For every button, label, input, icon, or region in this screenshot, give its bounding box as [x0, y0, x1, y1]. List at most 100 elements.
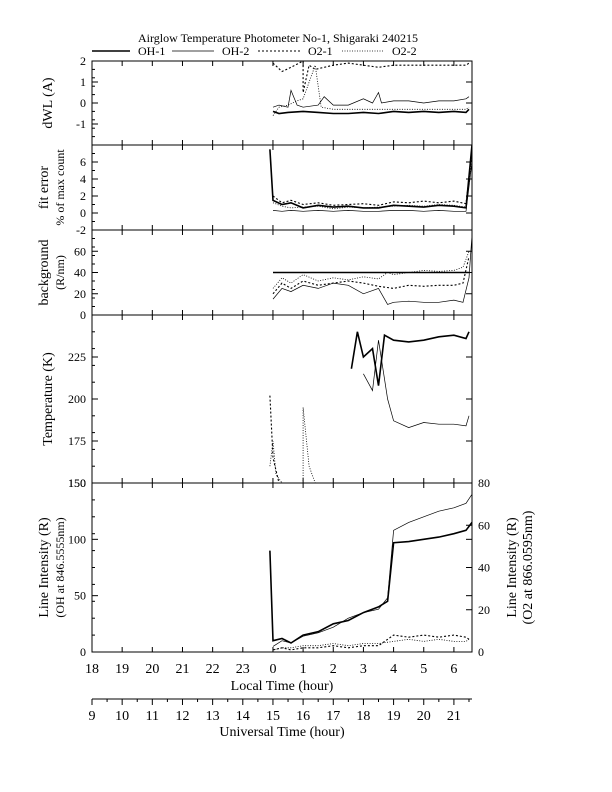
y-tick-label: 50: [74, 589, 86, 603]
series-line-oh-2: [272, 235, 472, 305]
x-tick-label: 1: [300, 662, 307, 677]
legend-label-oh-1: OH-1: [138, 44, 165, 58]
x-tick-label: 3: [360, 662, 367, 677]
series-line-o2-1: [269, 395, 334, 483]
y-axis-label: Line Intensity (R): [37, 517, 52, 618]
legend: OH-1 OH-2 O2-1 O2-2: [92, 44, 417, 58]
ut-tick-label: 11: [146, 709, 159, 724]
series-group: [269, 331, 470, 483]
ut-tick-label: 14: [236, 709, 250, 724]
ut-tick-label: 15: [266, 709, 280, 724]
series-line-oh-2: [363, 340, 470, 428]
y-axis-label: fit error: [37, 166, 52, 209]
y2-tick-label: 0: [478, 645, 484, 659]
ut-tick-label: 19: [387, 709, 401, 724]
y-tick-label: 20: [74, 287, 86, 301]
y2-axis-label: Line Intensity (R): [505, 517, 520, 618]
series-line-o2-2: [272, 65, 470, 116]
series-line-oh-2: [272, 161, 472, 212]
x-tick-label: 23: [236, 662, 250, 677]
y-tick-label: 175: [68, 434, 86, 448]
y-axis-label: dWL (A): [41, 77, 56, 129]
ut-tick-label: 16: [296, 709, 310, 724]
y-axis-label: (R/nm): [53, 255, 67, 290]
y-tick-label: 2: [80, 189, 86, 203]
universal-time-axis-label: Universal Time (hour): [219, 725, 345, 740]
y-tick-label: 0: [80, 96, 86, 110]
y-axis-label: Temperature (K): [41, 352, 56, 446]
series-line-oh-2: [272, 494, 472, 647]
ut-tick-label: 17: [326, 709, 340, 724]
ut-tick-label: 9: [89, 709, 96, 724]
series-line-oh-1: [350, 331, 470, 386]
panel-frame: [91, 314, 473, 484]
y2-tick-label: 40: [478, 561, 490, 575]
x-tick-label: 5: [420, 662, 427, 677]
y-tick-label: 4: [80, 172, 86, 186]
x-tick-label: 21: [175, 662, 189, 677]
legend-label-o2-1: O2-1: [308, 44, 333, 58]
panel-frame: [91, 482, 473, 653]
panel-fit-error: -2 0 2 4 6 fit error% of max count: [37, 144, 473, 237]
ut-tick-label: 12: [175, 709, 189, 724]
series-group: [272, 235, 472, 305]
x-tick-label: 0: [269, 662, 276, 677]
y-tick-label: 40: [74, 266, 86, 280]
y-axis-label: (OH at 846.5555nm): [53, 517, 67, 617]
panel-background: 0 20 40 60 background (R/nm): [37, 229, 473, 322]
y-tick-label: -2: [76, 223, 86, 237]
y2-tick-label: 20: [478, 603, 490, 617]
series-line-oh-1: [269, 521, 472, 644]
series-line-o2-1: [272, 634, 470, 651]
ut-tick-label: 13: [206, 709, 220, 724]
y-tick-label: 225: [68, 350, 86, 364]
chart-title: Airglow Temperature Photometer No-1, Shi…: [138, 31, 418, 45]
panel-temperature: 150 175 200 225 Temperature (K): [41, 314, 473, 490]
ut-tick-label: 10: [115, 709, 129, 724]
panel-frame: [91, 144, 473, 231]
x-tick-label: 2: [330, 662, 337, 677]
y-tick-label: 2: [80, 54, 86, 68]
ut-tick-label: 21: [447, 709, 461, 724]
y-tick-label: 1: [80, 75, 86, 89]
local-time-axis: 18 19 20 21 22 23 0 1 2 3 4 5 6: [85, 662, 457, 677]
y-tick-label: 0: [80, 645, 86, 659]
series-line-oh-2: [272, 89, 470, 108]
y2-tick-label: 80: [478, 476, 490, 490]
series-line-o2-2: [269, 407, 316, 483]
panel-dwl: -1 0 1 2 dWL (A): [41, 54, 473, 146]
y-tick-label: -1: [76, 117, 86, 131]
y-tick-label: 0: [80, 206, 86, 220]
x-tick-label: 20: [145, 662, 159, 677]
y-axis-label: background: [37, 239, 52, 305]
series-line-o2-1: [272, 153, 472, 206]
y2-tick-label: 60: [478, 518, 490, 532]
series-line-o2-1: [272, 61, 470, 93]
x-tick-label: 22: [206, 662, 220, 677]
y-axis-label: % of max count: [53, 149, 67, 226]
x-tick-label: 19: [115, 662, 129, 677]
ut-tick-label: 20: [417, 709, 431, 724]
series-line-o2-2: [272, 251, 470, 289]
series-group: [269, 145, 472, 212]
local-time-axis-label: Local Time (hour): [231, 679, 334, 694]
y-tick-label: 200: [68, 392, 86, 406]
series-group: [269, 494, 472, 651]
series-line-o2-2: [272, 157, 472, 210]
y-tick-label: 60: [74, 244, 86, 258]
y-tick-label: 100: [68, 532, 86, 546]
universal-time-axis: 9 10 11 12 13 14 15 16 17 18 19 20 21: [89, 698, 472, 724]
series-line-oh-1: [272, 108, 470, 115]
x-tick-label: 4: [390, 662, 397, 677]
y2-axis-label: (O2 at 866.0595nm): [521, 510, 536, 624]
x-tick-label: 18: [85, 662, 99, 677]
ut-tick-label: 18: [356, 709, 370, 724]
series-group: [272, 61, 470, 116]
legend-label-oh-2: OH-2: [222, 44, 249, 58]
y-tick-label: 150: [68, 476, 86, 490]
y-tick-label: 150: [68, 476, 86, 490]
panels: -1 0 1 2 dWL (A) -2 0 2 4 6 fit error% of max coun…: [37, 54, 536, 659]
y-tick-label: 0: [80, 308, 86, 322]
